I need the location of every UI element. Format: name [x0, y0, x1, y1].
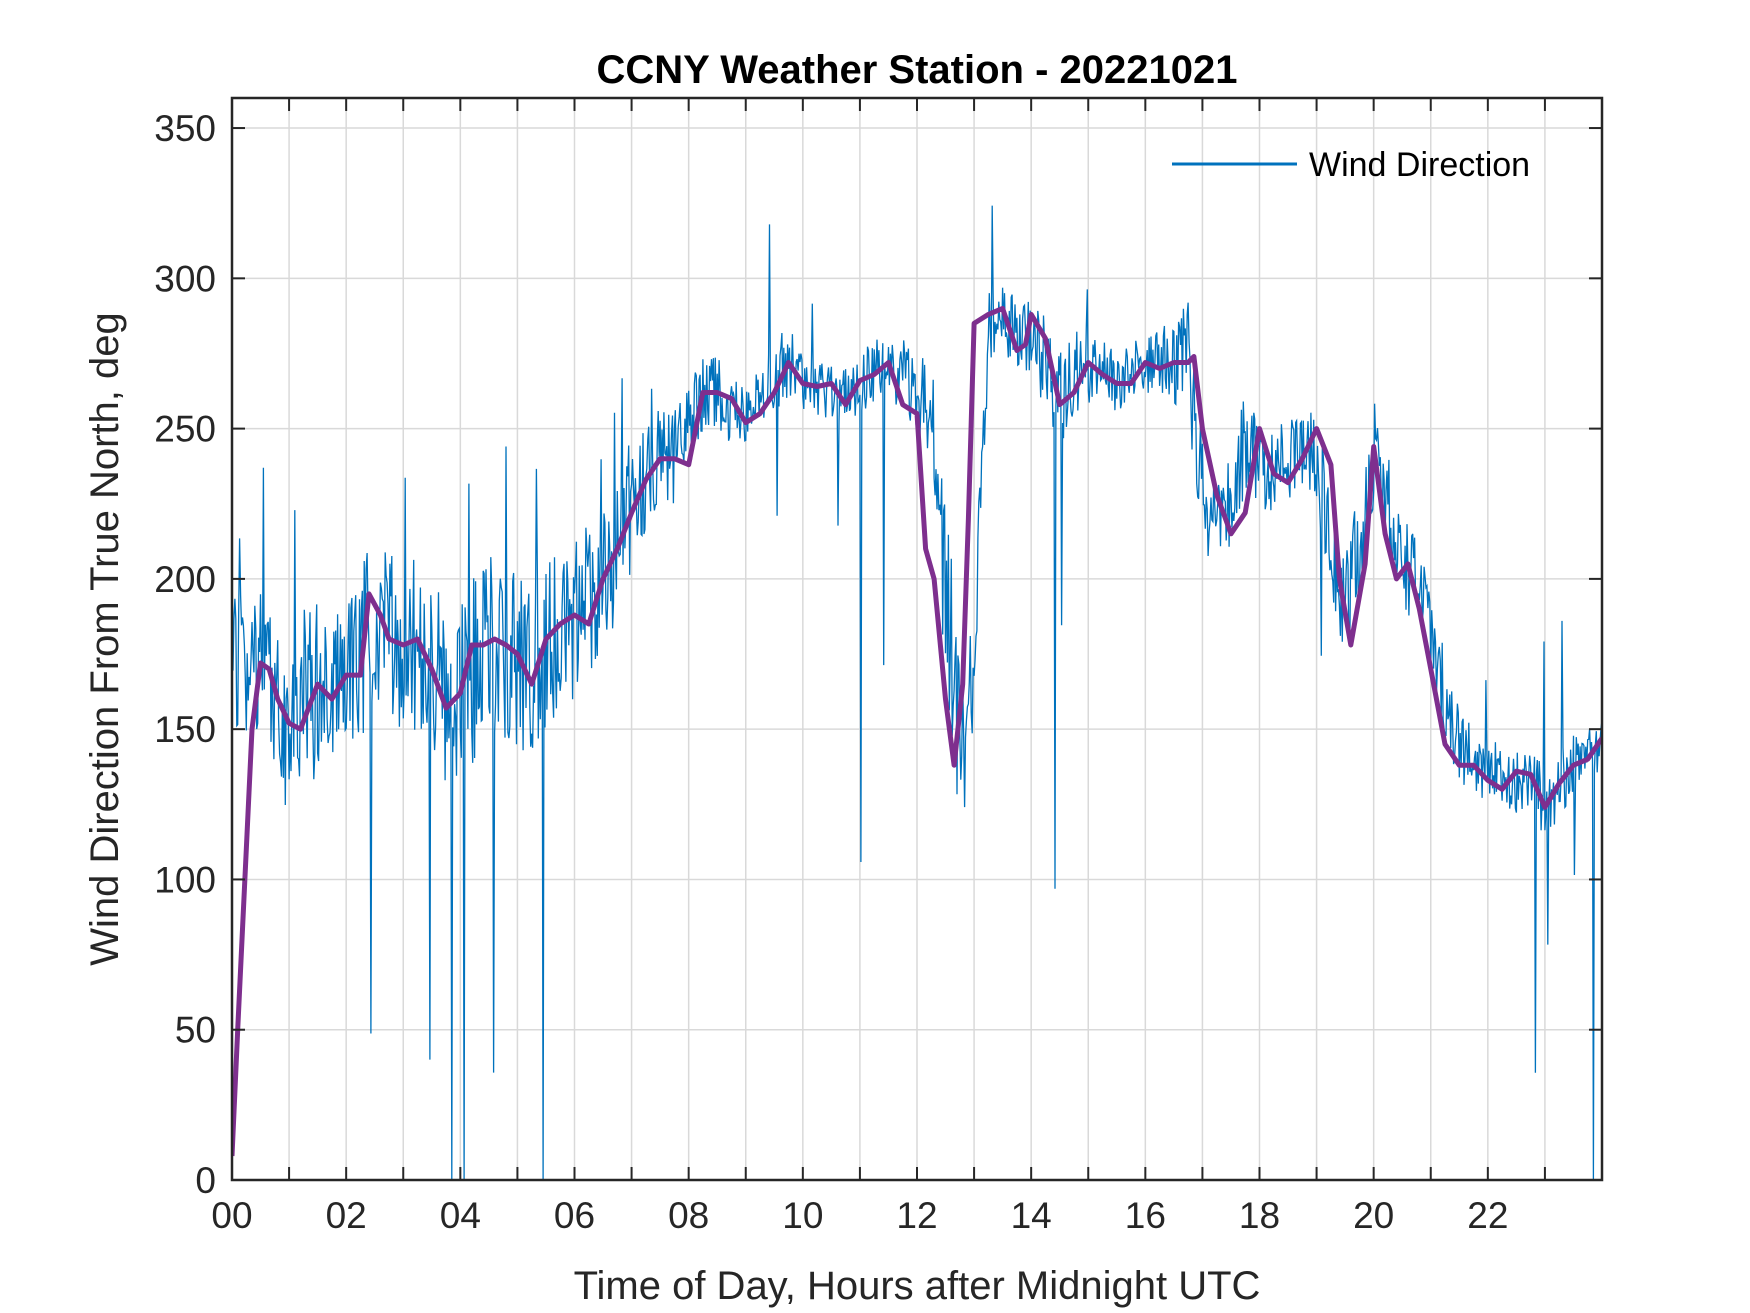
legend-entry-wind-direction: Wind Direction — [1309, 146, 1530, 184]
x-tick-label: 08 — [668, 1195, 709, 1236]
series-wind-direction-line — [232, 205, 1602, 1180]
y-tick-label: 250 — [154, 409, 216, 450]
y-tick-label: 200 — [154, 559, 216, 600]
x-tick-label: 14 — [1011, 1195, 1052, 1236]
x-tick-label: 20 — [1353, 1195, 1394, 1236]
x-tick-label: 04 — [440, 1195, 481, 1236]
y-tick-label: 100 — [154, 859, 216, 900]
x-tick-label: 16 — [1125, 1195, 1166, 1236]
x-tick-label: 18 — [1239, 1195, 1280, 1236]
x-tick-label: 12 — [896, 1195, 937, 1236]
x-tick-label: 02 — [326, 1195, 367, 1236]
y-tick-label: 350 — [154, 108, 216, 149]
x-tick-label: 10 — [782, 1195, 823, 1236]
legend: Wind Direction — [1172, 146, 1530, 184]
x-tick-label: 22 — [1467, 1195, 1508, 1236]
chart-title: CCNY Weather Station - 20221021 — [597, 48, 1238, 92]
y-tick-label: 150 — [154, 709, 216, 750]
y-tick-label: 0 — [195, 1160, 216, 1201]
x-axis-label: Time of Day, Hours after Midnight UTC — [574, 1264, 1261, 1308]
series-running-mean-line — [232, 305, 1602, 1157]
y-tick-label: 50 — [175, 1010, 216, 1051]
axes — [230, 96, 1604, 1182]
y-tick-label: 300 — [154, 258, 216, 299]
x-tick-label: 00 — [211, 1195, 252, 1236]
y-axis-label: Wind Direction From True North, deg — [83, 312, 127, 966]
plot-series — [232, 205, 1602, 1180]
x-tick-label: 06 — [554, 1195, 595, 1236]
tick-labels: 00 02 04 06 08 10 12 14 16 18 20 22 0 50 100 150 200 250 3… — [154, 108, 1508, 1236]
